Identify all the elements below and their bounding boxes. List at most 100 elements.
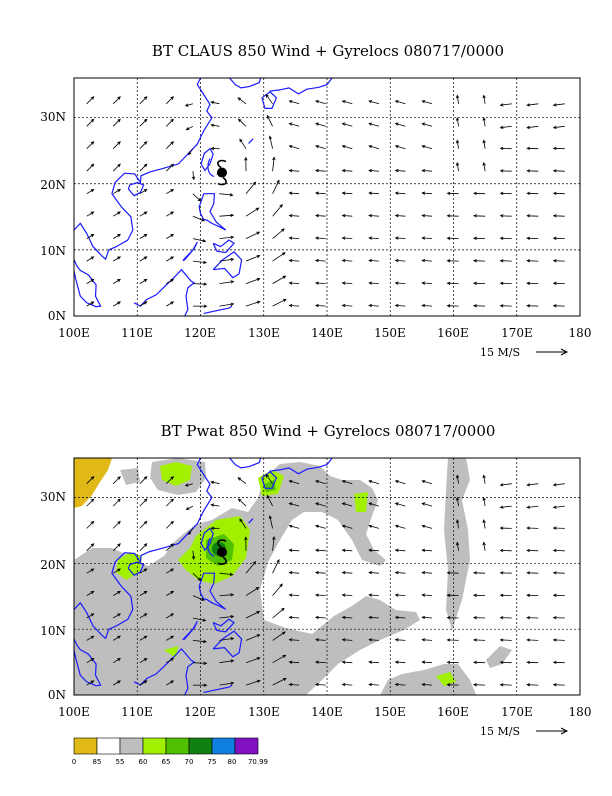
wind-vector [219,659,235,664]
panel2-title: BT Pwat 850 Wind + Gyrelocs 080717/0000 [161,422,496,440]
wind-vector [288,502,300,507]
panel1-ytick: 30N [40,110,66,124]
panel2-ytick: 0N [48,688,66,702]
wind-vector [394,615,406,620]
wind-vector [192,617,207,622]
wind-vector [314,524,326,529]
panel2-coastlines [73,457,333,696]
wind-vector [314,615,326,620]
wind-vector [166,256,175,262]
wind-vector [288,571,300,575]
wind-vector [288,303,300,308]
wind-vector [112,301,121,307]
wind-vector [288,122,300,127]
wind-vector [139,278,148,284]
wind-vector [472,571,486,575]
wind-vector [192,238,207,243]
wind-vector [112,568,121,574]
wind-vector [288,593,300,597]
wind-vector [526,660,539,665]
wind-vector [482,117,486,127]
wind-vector [288,615,300,620]
wind-vector [552,683,565,687]
wind-vector [482,161,486,172]
wind-vector [526,638,539,642]
wind-vector [219,193,234,197]
wind-vector [272,275,287,284]
wind-vector [526,214,539,218]
wind-vector [237,498,247,507]
pwat-shade-grey [380,664,476,695]
wind-vector [526,125,539,129]
wind-vector [112,278,121,284]
wind-vector [482,94,486,104]
wind-vector [237,118,247,127]
panel2-ytick: 30N [40,490,66,504]
wind-vector [86,498,95,507]
wind-vector [472,281,486,285]
wind-vector [288,548,300,552]
colorbar-label: 75 [208,758,217,766]
wind-vector [526,146,539,151]
wind-vector [526,548,539,553]
wind-vector [552,571,565,575]
wind-vector [446,281,459,285]
wind-vector [315,502,326,507]
visayas-coast [212,618,235,633]
wind-vector [139,211,148,217]
colorbar-swatch [165,737,190,755]
wind-vector [526,281,539,285]
wind-vector [341,281,353,285]
wind-vector [314,593,326,597]
wind-vector [288,145,300,150]
japan-honshu-coast [269,457,333,475]
panel2-wind-vectors [86,473,565,687]
wind-vector [192,304,208,308]
wind-vector [394,100,406,105]
wind-vector [166,96,174,105]
wind-vector [421,191,433,195]
gyre-center [217,547,228,558]
panel1-xtick: 100E [58,326,90,340]
wind-vector [446,660,459,665]
wind-vector [245,611,261,619]
wind-vector [244,536,248,551]
wind-vector [265,473,273,484]
wind-vector [455,161,460,172]
wind-vector [552,191,565,196]
wind-vector [219,681,235,686]
wind-vector [272,558,280,574]
wind-vector [394,258,406,263]
wind-vector [421,615,433,620]
pwat-shade-green [264,480,276,492]
wind-vector [394,281,406,285]
wind-vector [446,571,459,575]
wind-vector [192,572,202,582]
wind-vector [499,483,512,487]
wind-vector [288,660,300,664]
wind-vector [166,590,175,596]
wind-vector [499,214,512,218]
colorbar-swatch [188,737,213,755]
wind-vector [552,548,565,553]
panel1-xtick: 170E [501,326,533,340]
wind-vector [499,505,512,509]
wind-vector [86,590,95,596]
wind-vector [166,613,175,619]
wind-vector [166,278,175,284]
korea-coast [229,457,262,469]
wind-vector [526,505,539,509]
panel2-xtick: 170E [501,705,533,719]
wind-vector [245,634,261,641]
gyre-spiral-arm [217,159,227,169]
wind-vector [192,193,202,202]
wind-vector [499,526,512,530]
wind-vector [86,520,95,529]
wind-vector [472,214,486,218]
wind-vector [265,94,273,105]
gyre-spiral-arm [217,539,227,548]
wind-vector [188,528,194,536]
wind-vector [112,256,121,262]
panel1-xtick: 180 [569,326,592,340]
